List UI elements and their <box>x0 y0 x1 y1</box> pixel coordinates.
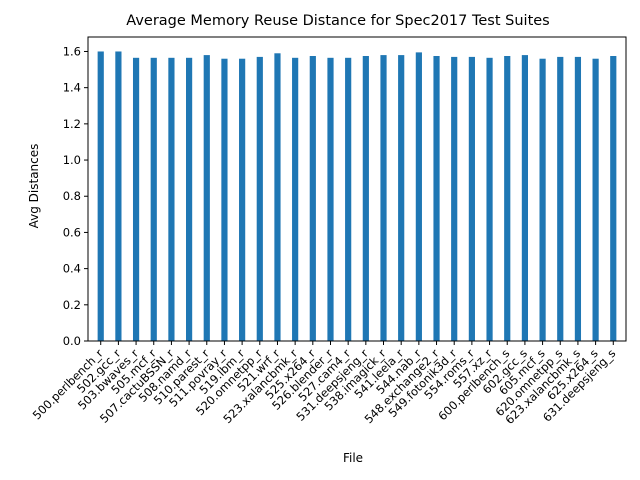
x-ticks-group: 500.perlbench_r502.gcc_r503.bwaves_r505.… <box>30 341 618 427</box>
bar-505.mcf_r <box>150 57 157 342</box>
bar-523.xalancbmk_r <box>292 57 299 342</box>
bar-557.xz_r <box>486 57 493 342</box>
y-axis-label: Avg Distances <box>27 144 41 229</box>
bar-521.wrf_r <box>274 53 281 341</box>
bar-602.gcc_s <box>521 55 528 341</box>
bar-500.perlbench_r <box>97 51 104 341</box>
bar-548.exchange2_r <box>433 56 440 341</box>
y-tick-label: 1.0 <box>63 153 81 167</box>
bar-510.parest_r <box>203 55 210 341</box>
y-tick-label: 0.8 <box>63 189 81 203</box>
bar-503.bwaves_r <box>132 57 140 342</box>
plot-frame <box>87 36 627 342</box>
chart-title: Average Memory Reuse Distance for Spec20… <box>126 13 549 29</box>
y-tick-label: 1.4 <box>63 81 81 95</box>
bar-538.imagick_r <box>380 55 387 341</box>
bar-520.omnetpp_r <box>256 56 263 342</box>
bar-625.x264_s <box>592 58 599 342</box>
bar-511.povray_r <box>221 58 228 342</box>
bar-531.deepsjeng_r <box>362 56 369 341</box>
bar-544.nab_r <box>415 52 422 341</box>
bar-623.xalancbmk_s <box>574 56 582 342</box>
bar-525.x264_r <box>309 56 316 341</box>
bar-554.roms_r <box>468 56 475 342</box>
y-tick-label: 0.4 <box>63 262 81 276</box>
bar-620.omnetpp_s <box>557 56 564 342</box>
y-tick-label: 0.0 <box>63 334 81 348</box>
bars-group <box>97 51 617 342</box>
y-tick-label: 1.2 <box>63 117 81 131</box>
bar-541.leela_r <box>398 55 405 341</box>
bar-502.gcc_r <box>115 51 122 341</box>
bar-507.cactuBSSN_r <box>168 57 175 342</box>
y-ticks-group: 0.0 0.2 0.4 0.6 0.8 1.0 1.2 1.4 1.6 <box>63 44 88 348</box>
bar-600.perlbench_s <box>504 56 511 341</box>
y-tick-label: 0.2 <box>63 298 81 312</box>
bar-631.deepsjeng_s <box>610 56 617 341</box>
bar-526.blender_r <box>327 57 334 342</box>
bar-549.fotonik3d_r <box>451 56 458 342</box>
bar-519.lbm_r <box>239 58 246 342</box>
y-tick-label: 1.6 <box>63 44 81 58</box>
bar-605.mcf_s <box>539 58 546 342</box>
x-axis-label: File <box>343 451 363 465</box>
y-tick-label: 0.6 <box>63 225 81 239</box>
bar-508.namd_r <box>186 57 193 342</box>
bar-527.cam4_r <box>345 57 352 342</box>
